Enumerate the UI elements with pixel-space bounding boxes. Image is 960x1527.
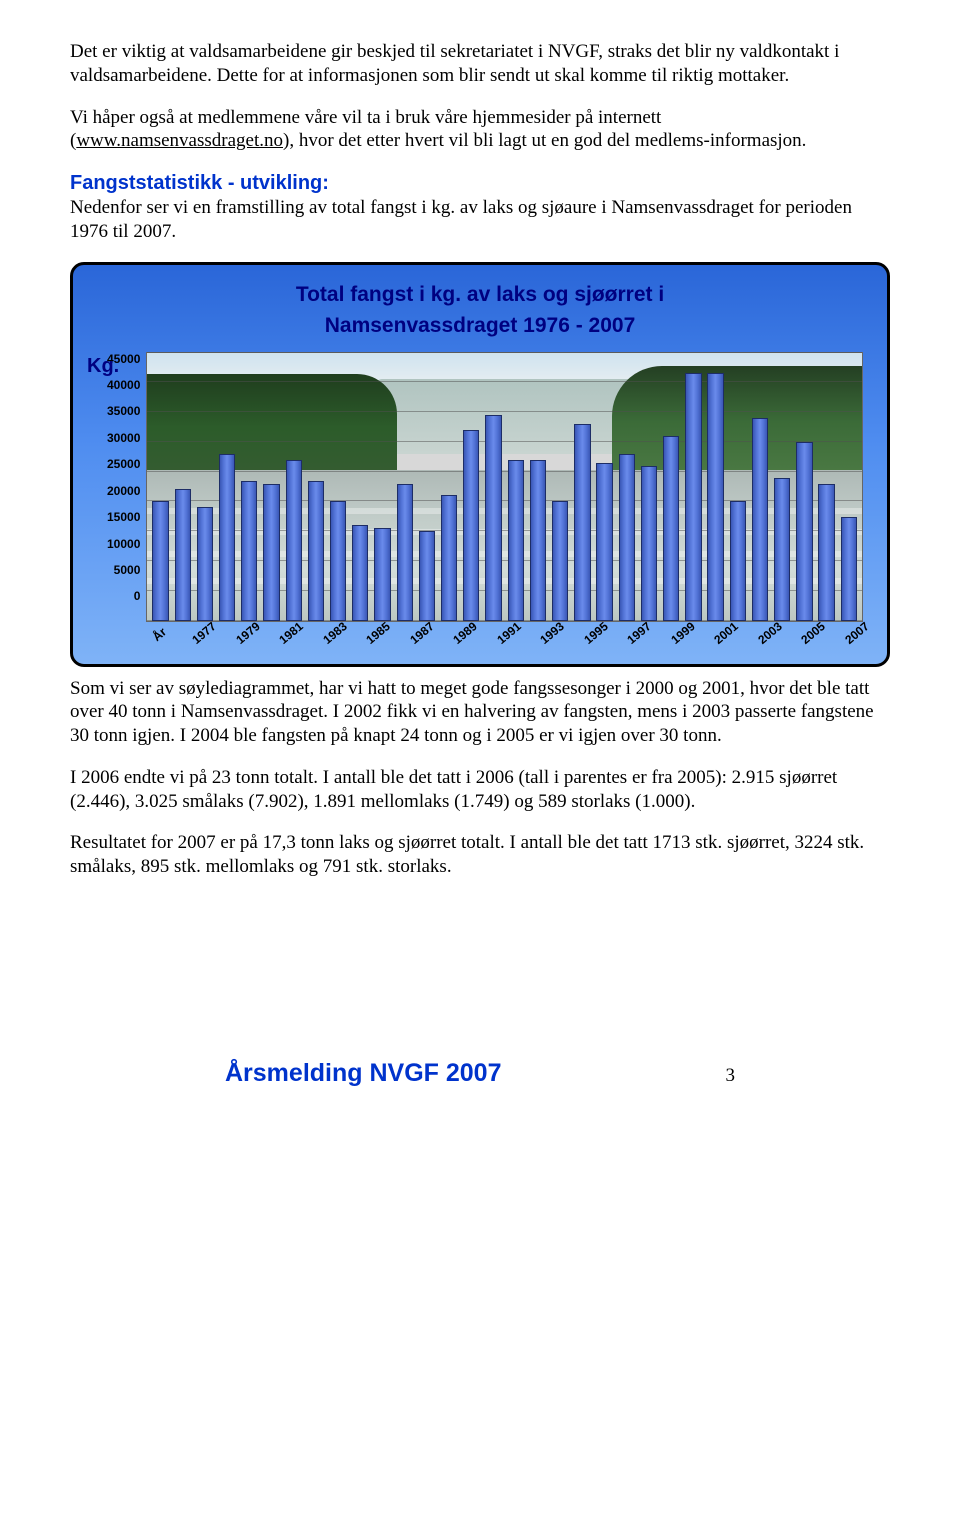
footer-title: Årsmelding NVGF 2007	[225, 1059, 501, 1088]
bar	[263, 484, 279, 621]
y-axis-ticks: 4500040000350003000025000200001500010000…	[107, 352, 146, 622]
bar	[330, 501, 346, 620]
bar	[286, 460, 302, 621]
paragraph-2b: ), hvor det etter hvert vil bli lagt ut …	[283, 130, 806, 151]
y-tick: 20000	[107, 484, 140, 498]
bar	[485, 415, 501, 620]
y-tick: 10000	[107, 537, 140, 551]
bar	[641, 466, 657, 621]
bar	[219, 454, 235, 621]
paragraph-4: Som vi ser av søylediagrammet, har vi ha…	[70, 677, 890, 748]
bar	[796, 442, 812, 621]
bar	[619, 454, 635, 621]
page-footer: Årsmelding NVGF 2007 3	[70, 1059, 890, 1088]
bar	[530, 460, 546, 621]
bar	[707, 373, 723, 620]
bar	[596, 463, 612, 621]
bar	[397, 484, 413, 621]
y-tick: 30000	[107, 431, 140, 445]
bar	[685, 373, 701, 620]
bar	[818, 484, 834, 621]
bar	[441, 495, 457, 620]
chart-title: Total fangst i kg. av laks og sjøørret i…	[87, 279, 873, 342]
link-namsenvassdraget[interactable]: www.namsenvassdraget.no	[76, 130, 283, 151]
bar	[197, 507, 213, 620]
bar	[241, 481, 257, 621]
bar	[752, 418, 768, 620]
x-axis-ticks: År19771979198119831985198719891991199319…	[145, 624, 863, 654]
section-heading: Fangststatistikk - utvikling:	[70, 172, 329, 194]
y-tick: 0	[134, 589, 141, 603]
chart-title-line1: Total fangst i kg. av laks og sjøørret i	[296, 283, 664, 306]
bar	[552, 501, 568, 620]
section-fangst: Fangststatistikk - utvikling: Nedenfor s…	[70, 171, 890, 244]
bar	[419, 531, 435, 620]
paragraph-6: Resultatet for 2007 er på 17,3 tonn laks…	[70, 831, 890, 879]
document-page: Det er viktig at valdsamarbeidene gir be…	[0, 0, 960, 1118]
chart-title-line2: Namsenvassdraget 1976 - 2007	[325, 314, 636, 337]
paragraph-5: I 2006 endte vi på 23 tonn totalt. I ant…	[70, 766, 890, 814]
y-tick: 35000	[107, 404, 140, 418]
bar	[352, 525, 368, 620]
bar	[308, 481, 324, 621]
paragraph-1: Det er viktig at valdsamarbeidene gir be…	[70, 40, 890, 88]
bar	[374, 528, 390, 620]
footer-page-number: 3	[725, 1065, 735, 1087]
y-tick: 40000	[107, 378, 140, 392]
bar	[663, 436, 679, 621]
bar	[730, 501, 746, 620]
plot	[146, 352, 863, 622]
paragraph-2: Vi håper også at medlemmene våre vil ta …	[70, 106, 890, 154]
y-tick: 25000	[107, 457, 140, 471]
chart-panel: Total fangst i kg. av laks og sjøørret i…	[70, 262, 890, 667]
bar	[841, 517, 857, 620]
plot-area: 4500040000350003000025000200001500010000…	[107, 352, 863, 622]
y-tick: 15000	[107, 510, 140, 524]
bar	[152, 501, 168, 620]
bar	[774, 478, 790, 621]
y-tick: 5000	[114, 563, 141, 577]
bar	[574, 424, 590, 621]
bar	[508, 460, 524, 621]
bar	[175, 489, 191, 620]
section-body: Nedenfor ser vi en framstilling av total…	[70, 197, 852, 242]
bars	[147, 353, 862, 621]
y-axis-label: Kg.	[87, 355, 119, 378]
bar	[463, 430, 479, 621]
